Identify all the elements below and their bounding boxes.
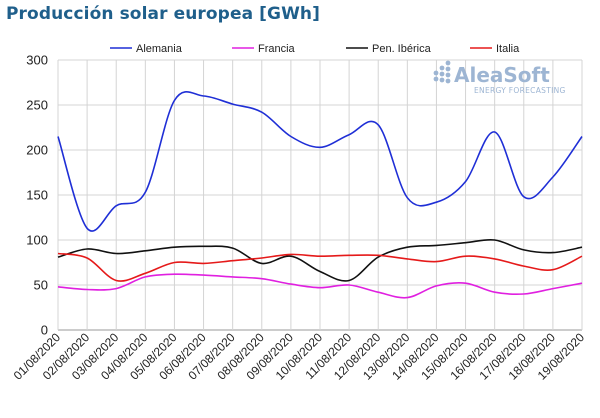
series-line-alemania xyxy=(57,91,583,232)
legend-label-francia: Francia xyxy=(258,43,296,55)
y-tick-label: 100 xyxy=(26,233,48,248)
logo-dots-icon xyxy=(433,60,451,84)
y-tick-label: 300 xyxy=(26,53,48,68)
legend: Alemania Francia Pen. Ibérica Italia xyxy=(110,43,520,55)
series xyxy=(57,91,583,299)
aleasoft-logo: AleaSoft ENERGY FORECASTING xyxy=(433,60,566,95)
y-tick-label: 150 xyxy=(26,188,48,203)
series-line-italia xyxy=(57,252,583,282)
y-tick-label: 250 xyxy=(26,98,48,113)
legend-label-italia: Italia xyxy=(496,43,520,55)
grid xyxy=(57,59,583,331)
legend-label-alemania: Alemania xyxy=(136,43,183,55)
y-tick-label: 0 xyxy=(41,323,48,338)
brand-name: AleaSoft xyxy=(454,63,550,87)
series-line-francia xyxy=(57,273,583,299)
brand-tagline: ENERGY FORECASTING xyxy=(474,86,566,95)
y-tick-label: 50 xyxy=(34,278,48,293)
axes: 05010015020025030001/08/202002/08/202003… xyxy=(11,53,588,383)
series-line-pen-iberica xyxy=(57,238,583,282)
legend-label-pen-iberica: Pen. Ibérica xyxy=(372,43,432,55)
chart-title: Producción solar europea [GWh] xyxy=(6,4,321,24)
y-tick-label: 200 xyxy=(26,143,48,158)
